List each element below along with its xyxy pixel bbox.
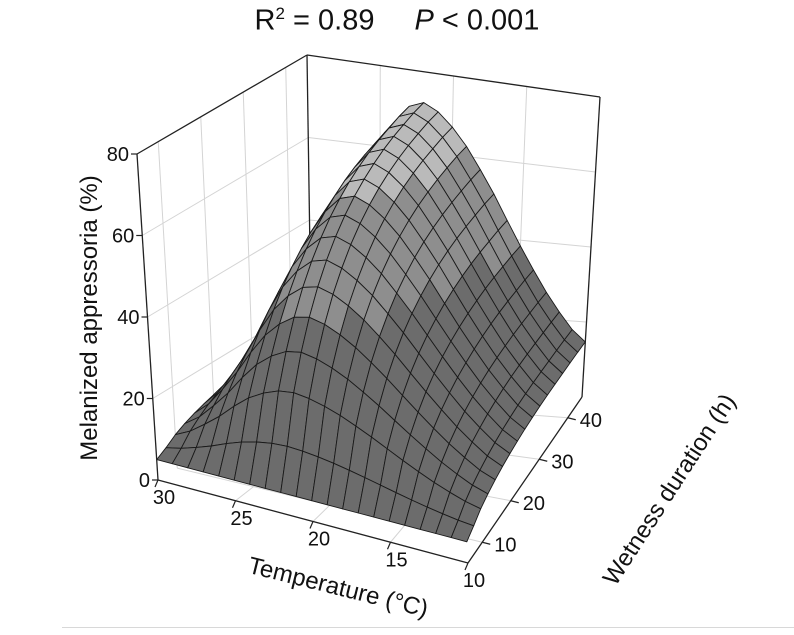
x-tick-label: 30 bbox=[153, 487, 175, 509]
z-tick-label: 0 bbox=[139, 470, 150, 492]
p-value: < 0.001 bbox=[433, 4, 540, 37]
left-wall-gridline bbox=[141, 137, 309, 236]
y-axis-line bbox=[467, 396, 583, 564]
chart-title: R2 = 0.89 P < 0.001 bbox=[0, 4, 794, 38]
y-tick bbox=[567, 417, 576, 421]
x-tick bbox=[154, 479, 159, 488]
y-tick bbox=[510, 500, 519, 504]
y-tick-label: 20 bbox=[523, 493, 545, 515]
surface-cell bbox=[450, 519, 475, 543]
y-tick bbox=[482, 541, 491, 545]
axes: 0 20 40 60 80 30 25 20 15 10 10 20 30 40 bbox=[107, 144, 602, 592]
left-wall-gridline bbox=[157, 141, 178, 469]
p-label: P bbox=[414, 4, 434, 37]
box-edge bbox=[581, 96, 601, 398]
r2-value: = 0.89 bbox=[284, 4, 375, 37]
box-edge bbox=[306, 54, 601, 98]
z-tick-label: 20 bbox=[123, 389, 145, 411]
divider bbox=[62, 627, 794, 628]
x-tick-label: 10 bbox=[463, 570, 485, 592]
r2-label: R bbox=[254, 4, 276, 37]
y-tick-label: 30 bbox=[551, 451, 573, 473]
x-tick bbox=[309, 521, 314, 529]
x-tick-label: 20 bbox=[308, 529, 330, 551]
z-tick-label: 60 bbox=[112, 226, 134, 248]
z-tick-label: 80 bbox=[107, 144, 129, 166]
y-tick-label: 40 bbox=[580, 410, 602, 432]
box-edge bbox=[136, 54, 308, 155]
z-axis-title: Melanized appressoria (%) bbox=[76, 175, 103, 461]
z-tick-label: 40 bbox=[117, 307, 139, 329]
x-tick bbox=[231, 500, 237, 508]
x-tick bbox=[386, 542, 392, 550]
r2-superscript: 2 bbox=[275, 4, 285, 23]
y-tick-label: 10 bbox=[494, 534, 516, 556]
left-wall-gridline bbox=[147, 219, 310, 318]
response-surface bbox=[156, 102, 586, 543]
y-tick bbox=[539, 458, 548, 462]
x-tick-label: 15 bbox=[385, 549, 407, 571]
left-wall-gridline bbox=[200, 116, 217, 445]
x-tick-label: 25 bbox=[230, 508, 252, 530]
x-tick bbox=[464, 562, 469, 571]
